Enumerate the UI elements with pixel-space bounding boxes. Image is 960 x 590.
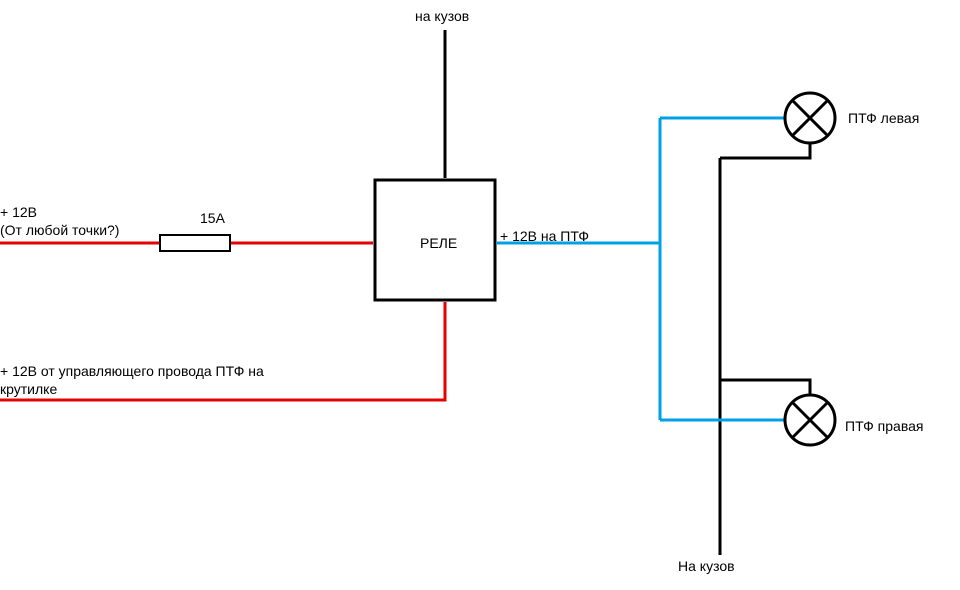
control-line2: крутилке <box>0 381 57 397</box>
relay-label: РЕЛЕ <box>420 235 457 251</box>
plus12v-out-label: + 12В на ПТФ <box>500 228 589 244</box>
wiring-diagram <box>0 0 960 590</box>
plus12v-in-label: + 12В (От любой точки?) <box>0 203 160 239</box>
lamp-right-label: ПТФ правая <box>845 418 923 434</box>
lamp-left-symbol <box>785 93 835 143</box>
lamp-right-symbol <box>785 395 835 445</box>
control-label: + 12В от управляющего провода ПТФ на кру… <box>0 362 350 398</box>
plus12v-in-line1: + 12В <box>0 204 37 220</box>
control-line1: + 12В от управляющего провода ПТФ на <box>0 363 264 379</box>
blue-wires <box>497 118 785 420</box>
fuse-symbol <box>160 235 230 251</box>
lamp-left-label: ПТФ левая <box>848 110 919 126</box>
plus12v-in-line2: (От любой точки?) <box>0 222 119 238</box>
ground-bottom-label: На кузов <box>678 558 735 574</box>
ground-top-label: на кузов <box>415 8 469 24</box>
fuse-label: 15A <box>200 210 225 226</box>
